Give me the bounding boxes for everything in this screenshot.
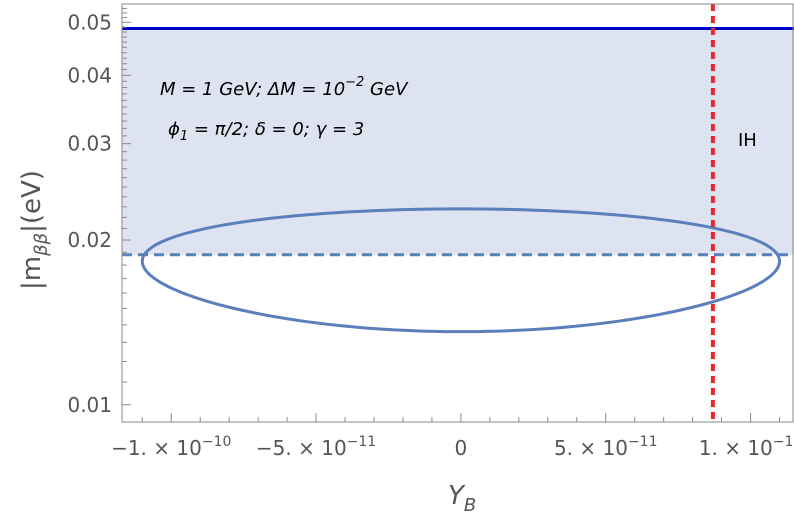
x-tick-label: 1. × 10−10 [699, 434, 794, 460]
x-tick-label: −5. × 10−11 [256, 434, 376, 460]
plot-frame [121, 3, 794, 423]
y-axis-title: |mββ|(eV) [17, 170, 52, 290]
y-tick-label: 0.04 [67, 63, 112, 87]
x-tick-label: 0 [455, 436, 468, 460]
x-axis-title: YB [448, 481, 476, 515]
neutrinoless-ellipse [140, 207, 782, 334]
y-tick-label: 0.05 [67, 10, 112, 34]
x-tick-label: 5. × 10−11 [554, 434, 658, 460]
ih-label: IH [738, 130, 757, 151]
annotation-line-1: M = 1 GeV; ΔM = 10−2 GeV [160, 75, 409, 100]
y-tick-labels: 0.01 0.02 0.03 0.04 0.05 [67, 10, 112, 416]
x-tick-labels: −1. × 10−10 −5. × 10−11 0 5. × 10−11 1. × 10… [111, 434, 794, 460]
x-tick-label: −1. × 10−10 [111, 434, 231, 460]
y-tick-label: 0.02 [67, 228, 112, 252]
y-tick-label: 0.01 [67, 393, 112, 417]
annotation-line-2: ϕ1 = π/2; δ = 0; γ = 3 [168, 119, 364, 144]
y-tick-label: 0.03 [67, 132, 112, 156]
ih-band [122, 28, 794, 255]
tick-marks [122, 7, 781, 422]
